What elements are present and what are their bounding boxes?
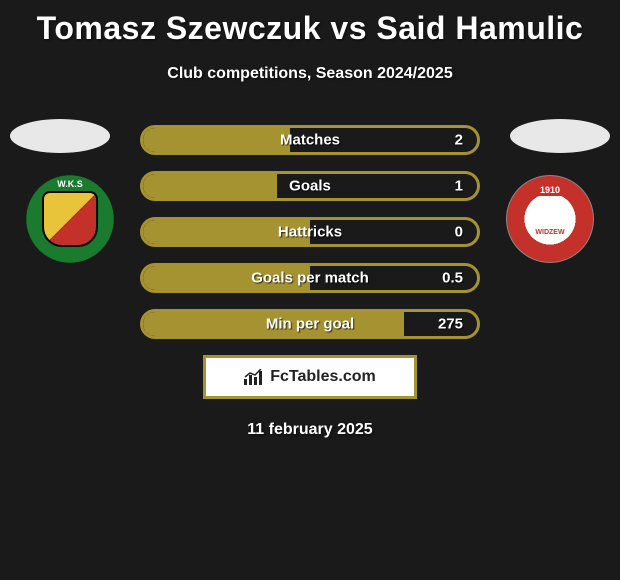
stat-row: Min per goal 275 (140, 309, 480, 339)
page-title: Tomasz Szewczuk vs Said Hamulic (0, 0, 620, 47)
stat-fill (143, 128, 290, 152)
stat-value: 0.5 (442, 270, 463, 287)
stat-label: Matches (280, 132, 340, 149)
stat-value: 275 (438, 316, 463, 333)
stat-label: Hattricks (278, 224, 342, 241)
stat-row: Matches 2 (140, 125, 480, 155)
comparison-area: Matches 2 Goals 1 Hattricks 0 Goals per match 0… (0, 111, 620, 339)
brand-box[interactable]: FcTables.com (203, 355, 417, 399)
stat-value: 1 (455, 178, 463, 195)
stat-label: Goals (289, 178, 331, 195)
stat-row: Goals 1 (140, 171, 480, 201)
club-crest-right (506, 175, 594, 263)
brand-chart-icon (244, 369, 264, 385)
player-photo-right (510, 119, 610, 153)
stat-label: Min per goal (266, 316, 354, 333)
player-photo-left (10, 119, 110, 153)
stat-value: 2 (455, 132, 463, 149)
stat-label: Goals per match (251, 270, 369, 287)
stat-row: Goals per match 0.5 (140, 263, 480, 293)
stat-fill (143, 174, 277, 198)
brand-text: FcTables.com (270, 368, 376, 386)
stat-value: 0 (455, 224, 463, 241)
stats-list: Matches 2 Goals 1 Hattricks 0 Goals per match 0… (140, 111, 480, 339)
date-line: 11 february 2025 (0, 421, 620, 439)
stat-row: Hattricks 0 (140, 217, 480, 247)
subtitle: Club competitions, Season 2024/2025 (0, 65, 620, 83)
club-crest-left (26, 175, 114, 263)
